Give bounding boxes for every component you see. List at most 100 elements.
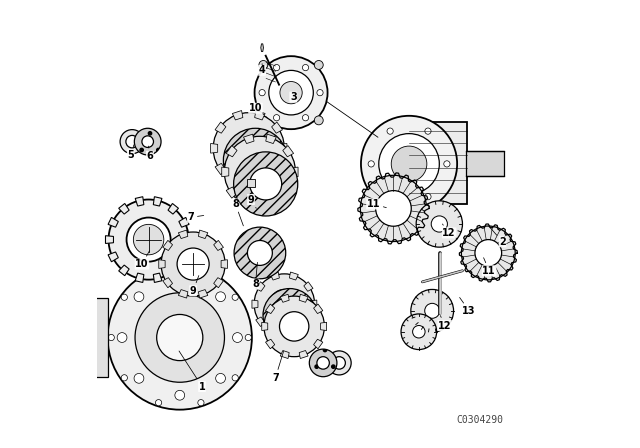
- Polygon shape: [299, 350, 308, 358]
- Circle shape: [117, 332, 127, 342]
- Circle shape: [156, 269, 162, 276]
- Circle shape: [157, 314, 203, 361]
- Circle shape: [303, 115, 308, 121]
- Circle shape: [259, 116, 268, 125]
- Circle shape: [314, 116, 323, 125]
- Polygon shape: [232, 111, 243, 120]
- Polygon shape: [154, 197, 162, 206]
- Polygon shape: [214, 241, 223, 250]
- Circle shape: [360, 175, 427, 241]
- Polygon shape: [280, 350, 289, 358]
- Circle shape: [425, 128, 431, 134]
- FancyBboxPatch shape: [88, 298, 108, 377]
- Circle shape: [135, 293, 225, 382]
- Polygon shape: [221, 167, 228, 177]
- Polygon shape: [232, 177, 243, 186]
- Text: 5: 5: [127, 145, 134, 160]
- Circle shape: [309, 349, 337, 377]
- Circle shape: [368, 161, 374, 167]
- Circle shape: [198, 269, 204, 276]
- Polygon shape: [291, 167, 298, 177]
- Polygon shape: [304, 317, 313, 327]
- Polygon shape: [179, 252, 189, 262]
- Polygon shape: [226, 187, 237, 198]
- Polygon shape: [163, 241, 173, 250]
- Circle shape: [387, 128, 393, 134]
- Circle shape: [120, 129, 144, 154]
- Circle shape: [276, 302, 303, 329]
- Polygon shape: [108, 252, 118, 262]
- Text: C0304290: C0304290: [457, 415, 504, 425]
- Polygon shape: [118, 203, 129, 214]
- Text: 1: 1: [179, 351, 205, 392]
- Polygon shape: [283, 146, 294, 157]
- Circle shape: [134, 292, 144, 302]
- Polygon shape: [321, 322, 326, 331]
- Circle shape: [242, 154, 278, 190]
- Polygon shape: [159, 260, 165, 268]
- Circle shape: [411, 289, 454, 332]
- Circle shape: [269, 70, 314, 115]
- Circle shape: [263, 289, 316, 342]
- Polygon shape: [255, 111, 265, 120]
- Circle shape: [142, 136, 154, 147]
- Circle shape: [303, 65, 308, 71]
- Circle shape: [413, 326, 425, 338]
- Polygon shape: [304, 282, 313, 291]
- Text: 4: 4: [259, 64, 266, 75]
- Circle shape: [250, 168, 282, 200]
- Circle shape: [234, 227, 285, 279]
- Polygon shape: [154, 273, 162, 283]
- Circle shape: [317, 357, 330, 369]
- Circle shape: [259, 60, 268, 69]
- Circle shape: [133, 224, 164, 255]
- Polygon shape: [106, 236, 113, 243]
- Polygon shape: [221, 260, 227, 268]
- Polygon shape: [255, 177, 265, 186]
- Polygon shape: [271, 272, 280, 280]
- Polygon shape: [243, 200, 254, 210]
- Text: 6: 6: [147, 146, 154, 161]
- Polygon shape: [215, 122, 226, 133]
- Circle shape: [416, 201, 463, 247]
- Polygon shape: [179, 289, 188, 298]
- Polygon shape: [271, 328, 280, 336]
- Polygon shape: [314, 339, 323, 349]
- FancyBboxPatch shape: [466, 151, 504, 177]
- Circle shape: [461, 226, 515, 280]
- Circle shape: [121, 294, 127, 300]
- Text: 9: 9: [189, 276, 199, 296]
- Circle shape: [255, 56, 328, 129]
- Polygon shape: [289, 328, 298, 336]
- Circle shape: [234, 152, 298, 216]
- Circle shape: [259, 90, 265, 96]
- Polygon shape: [266, 134, 276, 143]
- Circle shape: [254, 274, 315, 334]
- Circle shape: [134, 128, 161, 155]
- Circle shape: [216, 292, 225, 302]
- Circle shape: [175, 390, 185, 400]
- Polygon shape: [266, 304, 275, 314]
- Circle shape: [273, 65, 280, 71]
- Circle shape: [121, 375, 127, 381]
- Text: 7: 7: [188, 212, 204, 222]
- Text: 8: 8: [252, 263, 259, 289]
- Circle shape: [175, 275, 185, 285]
- Circle shape: [431, 216, 447, 232]
- Polygon shape: [266, 339, 275, 349]
- FancyBboxPatch shape: [398, 121, 467, 204]
- Text: 3: 3: [290, 92, 297, 102]
- Polygon shape: [311, 300, 317, 308]
- Polygon shape: [179, 230, 188, 238]
- Polygon shape: [214, 278, 223, 288]
- Circle shape: [224, 136, 296, 207]
- Circle shape: [239, 144, 271, 177]
- Polygon shape: [262, 322, 268, 331]
- Text: 10: 10: [249, 103, 264, 115]
- Polygon shape: [135, 273, 144, 283]
- Polygon shape: [198, 230, 208, 238]
- Circle shape: [333, 357, 346, 369]
- Polygon shape: [256, 317, 265, 327]
- Circle shape: [361, 116, 457, 212]
- Text: 7: 7: [272, 351, 284, 383]
